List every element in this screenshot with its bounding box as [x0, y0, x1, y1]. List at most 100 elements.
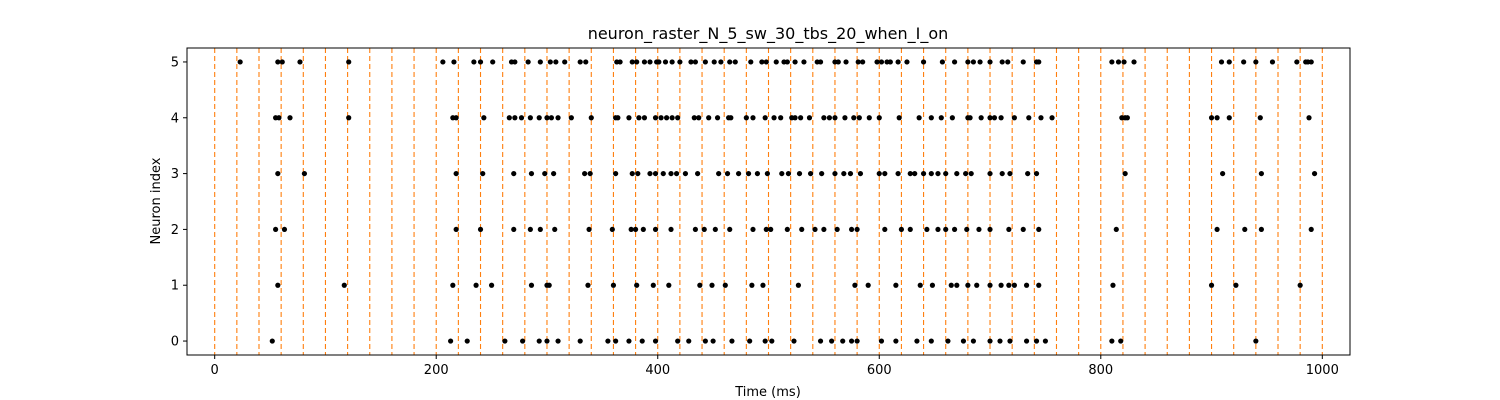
spike-point: [527, 115, 533, 121]
spike-point: [1226, 115, 1232, 121]
spike-point: [965, 282, 971, 288]
spike-point: [1253, 338, 1259, 344]
y-tick-label: 3: [171, 167, 179, 182]
spike-point: [878, 338, 885, 344]
spike-point: [301, 170, 308, 177]
spike-point: [785, 170, 792, 177]
spike-point: [480, 170, 486, 177]
spike-point: [852, 282, 858, 288]
spike-point: [732, 59, 738, 65]
spike-point: [451, 59, 457, 65]
spike-point: [652, 338, 659, 344]
spike-point: [792, 59, 798, 65]
spike-point: [673, 170, 680, 177]
spike-point: [893, 282, 899, 288]
spike-point: [652, 170, 659, 177]
spike-point: [448, 338, 454, 344]
spike-point: [528, 282, 535, 288]
spike-point: [464, 338, 470, 344]
spike-point: [1007, 338, 1013, 344]
spike-point: [663, 115, 670, 121]
spike-point: [1118, 338, 1124, 344]
spike-point: [939, 59, 945, 65]
spike-point: [773, 59, 779, 65]
spike-markers: [237, 59, 1318, 344]
spike-point: [976, 226, 982, 233]
spike-point: [1005, 59, 1011, 65]
spike-point: [695, 170, 701, 177]
spike-point: [768, 226, 774, 233]
spike-point: [943, 170, 949, 177]
spike-point: [749, 282, 755, 288]
spike-point: [1026, 115, 1032, 121]
spike-point: [1308, 59, 1314, 65]
spike-point: [512, 59, 518, 65]
spike-point: [801, 59, 807, 65]
spike-point: [1006, 226, 1012, 233]
spike-point: [928, 170, 934, 177]
spike-point: [841, 170, 847, 177]
spike-point: [546, 282, 552, 288]
spike-point: [440, 59, 446, 65]
spike-point: [287, 115, 293, 121]
spike-point: [669, 115, 675, 121]
spike-point: [791, 338, 797, 344]
spike-point: [511, 170, 517, 177]
spike-point: [615, 115, 621, 121]
spike-point: [610, 282, 617, 288]
spike-point: [970, 59, 977, 65]
spike-point: [735, 170, 742, 177]
spike-point: [998, 115, 1004, 121]
spike-point: [1011, 282, 1017, 288]
spike-point: [1033, 170, 1040, 177]
spike-point: [1306, 115, 1312, 121]
spike-point: [577, 59, 583, 65]
spike-point: [1214, 115, 1220, 121]
spike-point: [562, 59, 568, 65]
spike-point: [799, 226, 805, 233]
spike-point: [696, 115, 702, 121]
spike-point: [856, 115, 862, 121]
spike-point: [771, 115, 777, 121]
spike-point: [763, 226, 769, 233]
spike-point: [677, 59, 683, 65]
y-axis: 0 1 2 3 4 5: [171, 55, 187, 350]
spike-point: [935, 226, 941, 233]
spike-point: [341, 282, 347, 288]
spike-point: [745, 170, 752, 177]
spike-point: [834, 226, 840, 233]
spike-point: [729, 338, 735, 344]
spike-point: [1007, 170, 1013, 177]
spike-point: [716, 170, 722, 177]
spike-point: [978, 115, 984, 121]
spike-point: [1023, 282, 1030, 288]
spike-point: [587, 170, 593, 177]
x-axis-label: Time (ms): [734, 385, 801, 400]
spike-point: [762, 338, 768, 344]
spike-point: [1038, 115, 1044, 121]
spike-point: [987, 115, 993, 121]
spike-point: [701, 226, 707, 233]
spike-point: [269, 338, 275, 344]
spike-point: [536, 115, 542, 121]
spike-point: [842, 115, 848, 121]
spike-point: [945, 338, 951, 344]
spike-point: [904, 59, 910, 65]
spike-point: [1214, 226, 1220, 233]
spike-point: [760, 282, 766, 288]
spike-point: [281, 226, 288, 233]
spike-point: [547, 59, 553, 65]
spike-point: [629, 59, 635, 65]
spike-point: [1269, 59, 1276, 65]
spike-point: [640, 226, 646, 233]
spike-point: [943, 226, 949, 233]
spike-point: [1020, 59, 1026, 65]
spike-point: [1036, 282, 1042, 288]
spike-point: [647, 170, 653, 177]
spike-point: [551, 170, 557, 177]
spike-point: [276, 115, 282, 121]
spike-point: [817, 338, 824, 344]
spike-point: [1122, 170, 1128, 177]
stimulus-vlines: [214, 48, 1323, 355]
